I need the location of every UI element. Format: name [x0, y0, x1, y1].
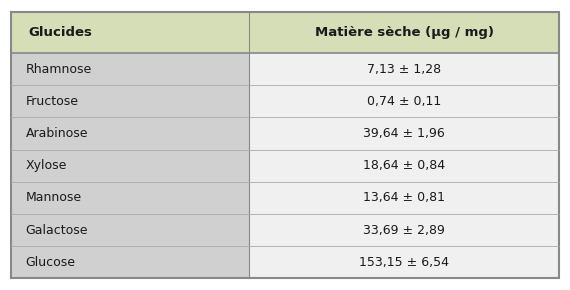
Bar — [250, 53, 559, 278]
Text: 18,64 ± 0,84: 18,64 ± 0,84 — [363, 159, 445, 172]
Text: Glucides: Glucides — [28, 26, 92, 39]
Text: Rhamnose: Rhamnose — [26, 63, 92, 76]
Text: 7,13 ± 1,28: 7,13 ± 1,28 — [367, 63, 441, 76]
Text: Mannose: Mannose — [26, 191, 82, 204]
Text: 0,74 ± 0,11: 0,74 ± 0,11 — [367, 95, 441, 108]
Text: Arabinose: Arabinose — [26, 127, 88, 140]
Text: 153,15 ± 6,54: 153,15 ± 6,54 — [359, 256, 449, 269]
Bar — [11, 12, 559, 53]
Text: Galactose: Galactose — [26, 224, 88, 237]
Bar — [11, 53, 250, 278]
Text: Matière sèche (µg / mg): Matière sèche (µg / mg) — [315, 26, 494, 39]
Text: 33,69 ± 2,89: 33,69 ± 2,89 — [363, 224, 445, 237]
Text: 13,64 ± 0,81: 13,64 ± 0,81 — [363, 191, 445, 204]
Text: Xylose: Xylose — [26, 159, 67, 172]
Text: Fructose: Fructose — [26, 95, 79, 108]
Text: 39,64 ± 1,96: 39,64 ± 1,96 — [363, 127, 445, 140]
Text: Glucose: Glucose — [26, 256, 76, 269]
